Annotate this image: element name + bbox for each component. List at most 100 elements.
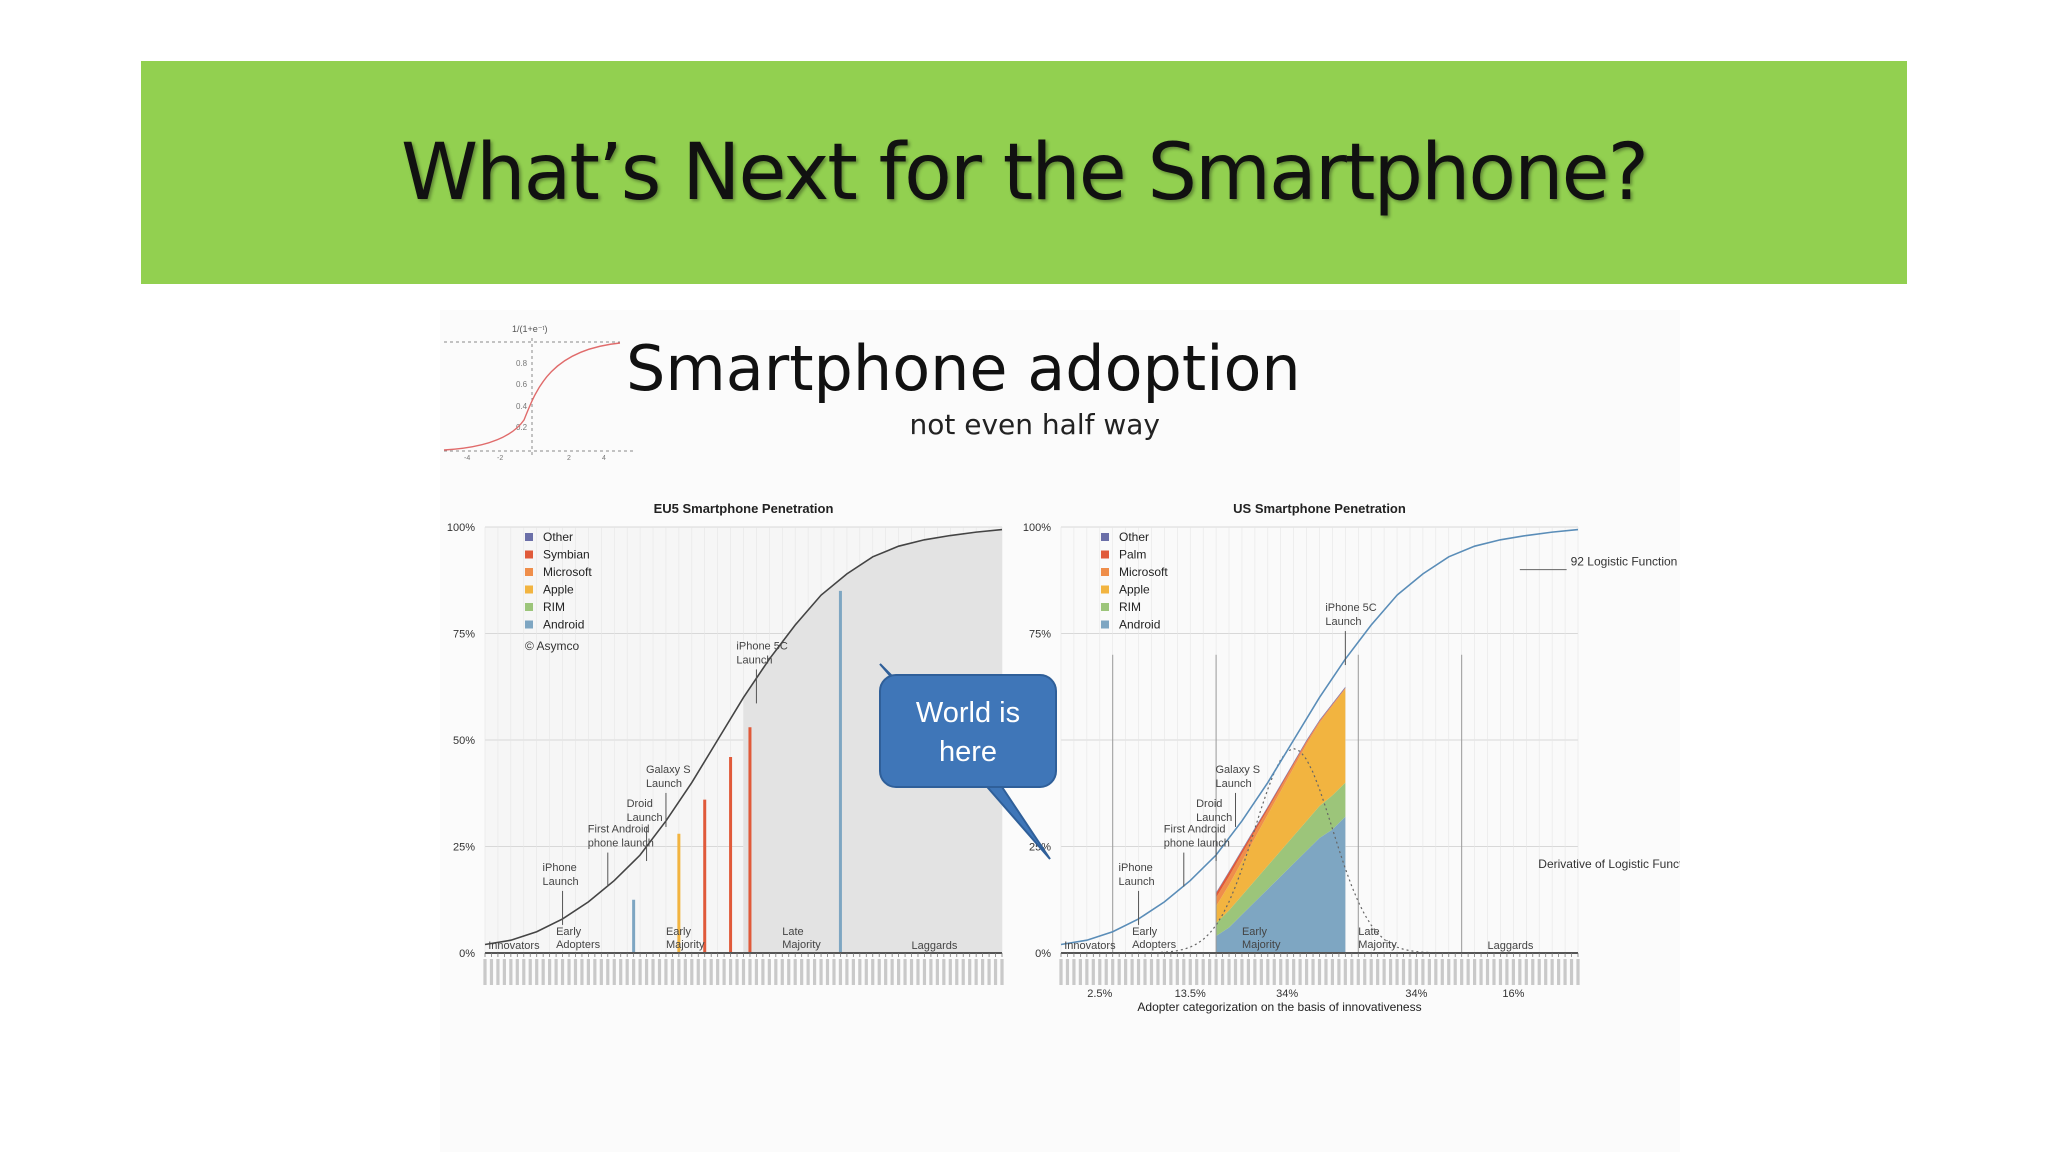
annotation-label: Droid Launch: [627, 798, 663, 824]
x-tick-label-glyph: [754, 959, 759, 985]
x-tick-label-glyph: [903, 959, 907, 985]
sigmoid-xtick-2: 2: [567, 455, 571, 462]
legend-swatch: [1101, 603, 1109, 611]
y-tick-label: 25%: [453, 842, 475, 854]
legend-label: Microsoft: [1119, 565, 1168, 579]
x-tick-label-glyph: [780, 959, 784, 985]
chart-title: EU5 Smartphone Penetration: [654, 501, 834, 516]
x-tick-label-glyph: [528, 959, 532, 985]
x-tick-label-glyph: [968, 959, 972, 985]
segment-label: Early Adopters: [1132, 926, 1177, 951]
x-tick-label-glyph: [1518, 959, 1522, 985]
x-tick-label-glyph: [1388, 959, 1393, 985]
x-tick-label-glyph: [825, 959, 830, 985]
x-tick-label-glyph: [599, 959, 603, 985]
x-tick-label-glyph: [1363, 959, 1367, 985]
x-tick-label-glyph: [683, 959, 687, 985]
x-tick-label-glyph: [1098, 959, 1102, 985]
legend-swatch: [1101, 568, 1109, 576]
x-tick-label-glyph: [1000, 959, 1004, 985]
legend-label: Palm: [1119, 548, 1146, 562]
x-tick-label-glyph: [942, 959, 946, 985]
adoption-figure: 1/(1+e⁻ᵗ) 0.8 0.6 0.4 0.2 -4 -2 2 4 Smar…: [440, 310, 1698, 1152]
sigmoid-curve: [443, 342, 621, 451]
x-tick-label-glyph: [1401, 959, 1406, 985]
x-tick-label-glyph: [690, 959, 694, 985]
x-tick-label-glyph: [1544, 959, 1548, 985]
x-tick-label-glyph: [1208, 959, 1212, 985]
segment-share: 34%: [1276, 988, 1298, 1000]
x-tick-label-glyph: [864, 959, 868, 985]
annotation-label: Galaxy S Launch: [1215, 764, 1260, 790]
x-tick-label-glyph: [1279, 959, 1283, 985]
x-tick-label-glyph: [877, 959, 881, 985]
x-tick-label-glyph: [1466, 959, 1470, 985]
legend-swatch: [1101, 533, 1109, 541]
x-tick-label-glyph: [677, 959, 681, 985]
x-tick-label-glyph: [761, 959, 765, 985]
annotation-label: iPhone 5C Launch: [736, 640, 787, 666]
y-tick-label: 75%: [1029, 629, 1051, 641]
x-tick-label-glyph: [722, 959, 726, 985]
x-tick-label-glyph: [1246, 959, 1251, 985]
x-tick-label-glyph: [987, 959, 991, 985]
x-tick-label-glyph: [1324, 959, 1328, 985]
world-callout: World is here: [879, 663, 1057, 860]
x-tick-label-glyph: [909, 959, 914, 985]
x-tick-label-glyph: [1440, 959, 1444, 985]
x-tick-label-glyph: [1201, 959, 1205, 985]
segment-label: Early Majority: [1242, 926, 1281, 951]
x-tick-label-glyph: [1524, 959, 1528, 985]
adoption-figure-svg: 1/(1+e⁻ᵗ) 0.8 0.6 0.4 0.2 -4 -2 2 4 Smar…: [443, 324, 1698, 1014]
x-tick-label-glyph: [502, 959, 506, 985]
x-tick-label-glyph: [1169, 959, 1173, 985]
x-tick-label-glyph: [735, 959, 739, 985]
x-tick-label-glyph: [1104, 959, 1108, 985]
x-tick-label-glyph: [716, 959, 720, 985]
sigmoid-ytick-08: 0.8: [516, 359, 528, 368]
segment-share: 34%: [1405, 988, 1427, 1000]
segment-share: 13.5%: [1175, 988, 1206, 1000]
legend-label: Other: [1119, 530, 1149, 544]
x-tick-label-glyph: [767, 959, 771, 985]
segment-label: Laggards: [912, 940, 958, 952]
x-tick-label-glyph: [1337, 959, 1341, 985]
y-tick-label: 0%: [1035, 948, 1051, 960]
x-tick-label-glyph: [1505, 959, 1509, 985]
legend-label: Other: [543, 530, 573, 544]
x-tick-label-glyph: [638, 959, 642, 985]
sigmoid-xtick-4: 4: [602, 455, 606, 462]
x-tick-label-glyph: [1117, 959, 1121, 985]
annotation-label: iPhone Launch: [543, 862, 579, 888]
x-tick-label-glyph: [541, 959, 545, 985]
legend-swatch: [525, 585, 533, 594]
x-tick-label-glyph: [515, 959, 519, 985]
segment-label: Late Majority: [782, 926, 821, 951]
x-tick-label-glyph: [793, 959, 797, 985]
x-tick-label-glyph: [1091, 959, 1095, 985]
x-tick-label-glyph: [1421, 959, 1425, 985]
x-tick-label-glyph: [1272, 959, 1276, 985]
x-tick-label-glyph: [1285, 959, 1289, 985]
x-tick-label-glyph: [800, 959, 804, 985]
sigmoid-ytick-06: 0.6: [516, 380, 528, 389]
legend-swatch: [525, 568, 533, 576]
annotation-label: First Android phone launch: [1164, 824, 1230, 850]
x-tick-label-glyph: [554, 959, 558, 985]
x-tick-label-glyph: [1059, 959, 1063, 985]
x-tick-label-glyph: [1085, 959, 1089, 985]
x-tick-label-glyph: [567, 959, 571, 985]
x-tick-label-glyph: [832, 959, 836, 985]
x-tick-label-glyph: [1356, 959, 1360, 985]
x-tick-label-glyph: [1188, 959, 1192, 985]
x-tick-label-glyph: [1485, 959, 1490, 985]
stack-area-apple: [1216, 688, 1346, 924]
chart-title: US Smartphone Penetration: [1233, 501, 1406, 516]
stack-area-microsoft: [1216, 688, 1346, 907]
x-axis-label: Adopter categorization on the basis of i…: [1137, 1000, 1421, 1014]
x-tick-label-glyph: [1195, 959, 1199, 985]
legend-label: RIM: [543, 600, 565, 614]
x-tick-label-glyph: [1563, 959, 1567, 985]
x-tick-label-glyph: [1414, 959, 1419, 985]
x-tick-label-glyph: [1317, 959, 1322, 985]
